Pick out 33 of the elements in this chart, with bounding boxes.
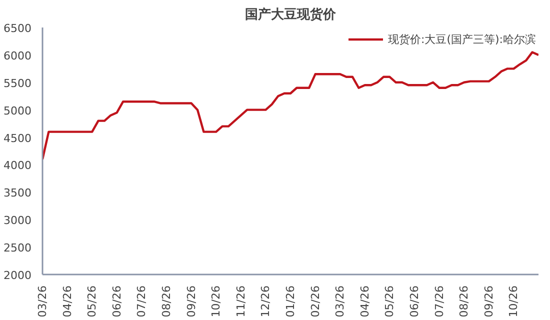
x-tick-label: 04/26 xyxy=(358,285,372,318)
x-tick-label: 10/26 xyxy=(210,285,223,318)
x-tick-label: 03/26 xyxy=(36,285,49,318)
x-tick-label: 10/26 xyxy=(507,285,520,318)
y-tick-label: 3000 xyxy=(4,214,32,228)
x-tick-label: 08/26 xyxy=(458,285,471,318)
x-tick-label: 02/26 xyxy=(308,285,322,318)
x-tick-label: 12/26 xyxy=(259,285,272,318)
line-series xyxy=(42,51,538,160)
x-tick-label: 05/26 xyxy=(383,285,396,318)
x-tick-label: 06/26 xyxy=(408,285,421,318)
y-tick-label: 4000 xyxy=(4,159,32,172)
y-tick-label: 5500 xyxy=(4,76,32,90)
x-tick-label: 01/26 xyxy=(284,285,297,318)
y-tick-label: 2000 xyxy=(4,269,32,282)
y-tick-label: 6000 xyxy=(4,49,32,62)
y-tick-label: 4500 xyxy=(4,132,32,145)
x-tick-label: 11/26 xyxy=(234,285,248,318)
x-tick-label: 08/26 xyxy=(160,285,173,318)
chart-title: 国产大豆现货价 xyxy=(245,6,337,22)
x-tick-label: 04/26 xyxy=(60,285,74,318)
y-tick-label: 2500 xyxy=(4,242,32,255)
x-tick-label: 06/26 xyxy=(110,285,124,318)
x-tick-label: 09/26 xyxy=(184,285,198,318)
y-tick-label: 6500 xyxy=(4,22,32,35)
x-tick-label: 05/26 xyxy=(86,285,99,318)
x-tick-label: 07/26 xyxy=(432,285,446,318)
y-tick-label: 3500 xyxy=(4,186,32,200)
x-tick-label: 03/26 xyxy=(334,285,347,318)
x-tick-label: 07/26 xyxy=(135,285,148,318)
y-tick-label: 5000 xyxy=(4,104,32,118)
x-tick-label: 09/26 xyxy=(482,285,496,318)
legend-label: 现货价:大豆(国产三等):哈尔滨 xyxy=(388,32,536,46)
